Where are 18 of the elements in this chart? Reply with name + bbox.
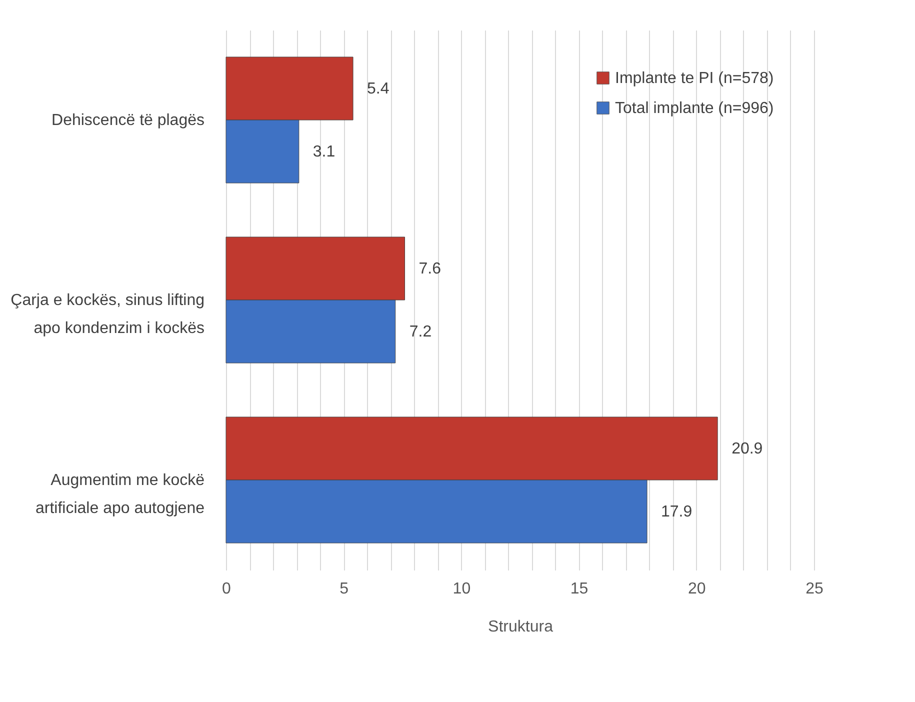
y-tick-label: Dehiscencë të plagës [52, 112, 204, 129]
data-label: 20.9 [732, 440, 763, 458]
x-tick-label: 20 [688, 580, 706, 598]
data-label: 17.9 [661, 504, 692, 520]
x-tick-label: 25 [806, 580, 824, 598]
legend-label: Implante te PI (n=578) [615, 70, 774, 87]
x-tick-label: 15 [570, 580, 588, 598]
x-tick-label: 0 [222, 580, 232, 598]
y-tick-label: Augmentim me kockë artificiale apo autogjene [35, 472, 205, 517]
x-tick-label: 5 [340, 580, 349, 598]
data-label: 7.6 [418, 260, 442, 278]
x-axis-title: Struktura [488, 618, 554, 636]
x-tick-label: 10 [452, 580, 471, 598]
data-label: 5.4 [367, 80, 390, 98]
y-tick-label: Çarja e kockës, sinus lifting apo kondenzim i kockës [10, 292, 204, 337]
data-label: 3.1 [312, 144, 336, 160]
data-label: 7.2 [409, 324, 432, 340]
legend-label: Total implante (n=996) [615, 100, 774, 117]
